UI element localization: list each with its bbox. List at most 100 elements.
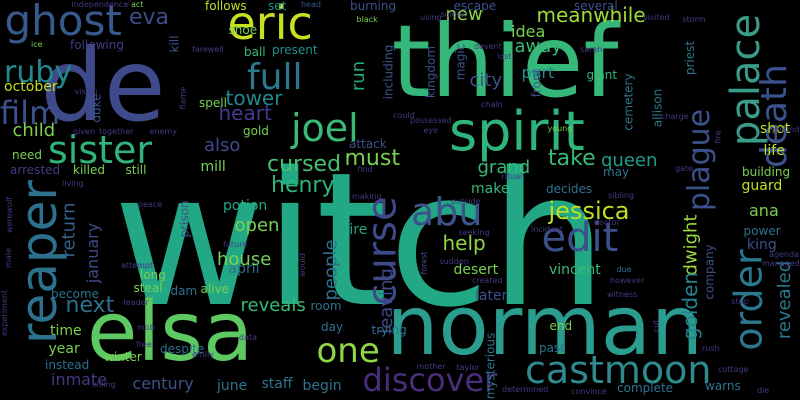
- word: elsa: [87, 285, 254, 380]
- word: agenda: [769, 250, 799, 259]
- word: guard: [741, 178, 783, 194]
- word: year: [48, 341, 80, 357]
- word: stop: [731, 297, 749, 306]
- word: mob: [137, 323, 155, 332]
- word: attack: [349, 137, 387, 151]
- word: cut: [650, 319, 660, 333]
- word: given: [73, 127, 96, 136]
- word: sarah: [580, 45, 603, 54]
- word: also: [204, 135, 241, 156]
- word: eva: [129, 5, 170, 30]
- word: black: [356, 15, 378, 24]
- word: cursed: [267, 152, 342, 177]
- word: day: [321, 320, 344, 334]
- word: return: [58, 202, 80, 258]
- word: gold: [243, 124, 269, 138]
- word: long: [140, 268, 166, 282]
- word: reveals: [240, 295, 306, 316]
- word: inmate: [51, 370, 108, 389]
- word: shoe: [228, 23, 258, 37]
- word: century: [132, 374, 194, 393]
- word: young: [547, 124, 573, 133]
- word: sister: [48, 128, 153, 172]
- word: escape: [453, 0, 497, 13]
- word: despite: [160, 342, 205, 356]
- word: become: [51, 287, 100, 301]
- word: however: [610, 276, 645, 285]
- word: making: [352, 192, 382, 201]
- word: film: [0, 94, 61, 132]
- word: due: [616, 265, 632, 274]
- word: determined: [502, 385, 549, 394]
- word: vincent: [549, 262, 601, 278]
- word: storm: [682, 15, 706, 24]
- word: next: [65, 293, 115, 318]
- word: building: [742, 165, 791, 179]
- word: male: [3, 248, 13, 268]
- word: tower: [225, 86, 283, 110]
- word: taylor: [456, 363, 480, 372]
- word: could: [393, 111, 415, 120]
- word: heart: [218, 101, 272, 125]
- word: still: [125, 163, 147, 177]
- word: act: [131, 0, 144, 9]
- word: spell: [199, 96, 227, 110]
- word: possessed: [410, 116, 452, 125]
- word: king: [747, 237, 777, 253]
- word: magic: [452, 43, 467, 81]
- word: together: [99, 127, 134, 136]
- word: managed: [762, 259, 800, 268]
- word: part: [521, 63, 555, 82]
- word: ball: [244, 45, 266, 59]
- word: queen: [601, 150, 658, 171]
- word: allison: [649, 88, 664, 128]
- word: reaper: [9, 180, 68, 344]
- word: devent: [474, 42, 502, 51]
- word: idea: [511, 22, 546, 41]
- word: people: [320, 239, 342, 301]
- word: charge: [661, 112, 689, 121]
- word: doctor: [594, 218, 620, 227]
- word: away: [514, 36, 562, 57]
- word: convince: [571, 387, 607, 396]
- word: discover: [362, 361, 498, 399]
- word: several: [574, 0, 618, 13]
- word: mysterious: [482, 332, 497, 400]
- word: follows: [205, 0, 247, 13]
- word: plague: [682, 108, 718, 212]
- word: cottage: [718, 365, 749, 374]
- word: die: [757, 386, 770, 395]
- word: thief: [391, 3, 619, 120]
- word: front: [528, 68, 543, 98]
- word: jessica: [548, 197, 630, 225]
- word: data: [239, 333, 258, 342]
- word: forest: [419, 251, 429, 275]
- word: alive: [200, 282, 230, 296]
- word: spirit: [449, 100, 585, 163]
- word: using: [420, 13, 442, 22]
- word: giant: [586, 68, 618, 82]
- word: january: [83, 222, 103, 284]
- word: potion: [223, 198, 268, 214]
- word: meanwhile: [536, 3, 646, 27]
- word: hire: [340, 222, 368, 238]
- word: ana: [749, 201, 779, 220]
- word: room: [310, 299, 342, 313]
- word: head: [301, 0, 321, 9]
- word: dwight: [680, 214, 702, 276]
- word: soldier: [440, 10, 468, 19]
- word: full: [247, 57, 303, 98]
- word: cemetery: [621, 73, 636, 131]
- word: free: [136, 340, 152, 349]
- word: mill: [200, 159, 226, 175]
- word: fire: [713, 130, 723, 144]
- word: duke: [89, 93, 104, 123]
- word: flame: [177, 86, 187, 110]
- word: new: [445, 4, 483, 25]
- word: instead: [45, 358, 90, 372]
- word: created: [472, 276, 503, 285]
- word: witch: [113, 131, 608, 348]
- word: need: [12, 148, 42, 162]
- word: take: [548, 146, 596, 171]
